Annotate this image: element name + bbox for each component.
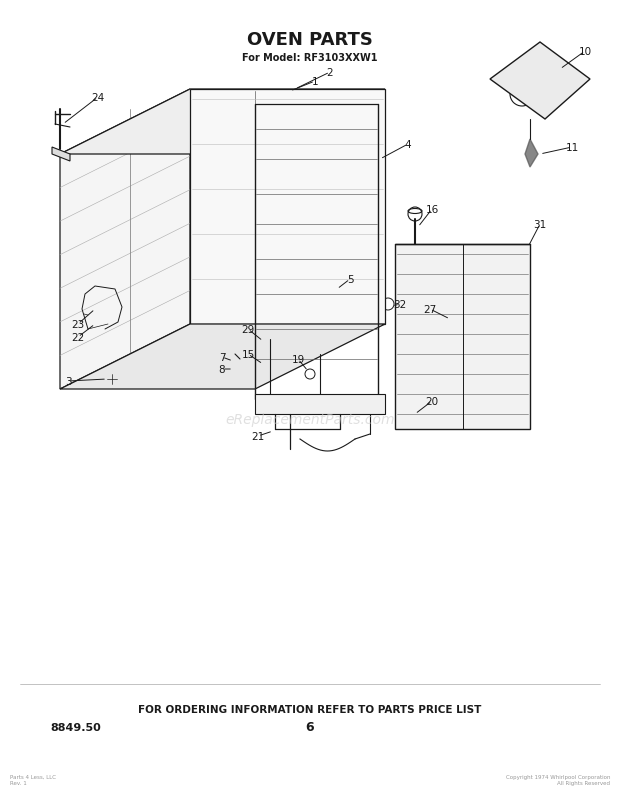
Polygon shape bbox=[525, 140, 538, 168]
Text: 1: 1 bbox=[312, 77, 318, 87]
Polygon shape bbox=[60, 90, 385, 155]
Text: 8: 8 bbox=[219, 365, 225, 374]
Text: 10: 10 bbox=[578, 47, 591, 57]
Text: 24: 24 bbox=[91, 93, 105, 103]
Text: 11: 11 bbox=[565, 143, 578, 153]
Text: Copyright 1974 Whirlpool Corporation
All Rights Reserved: Copyright 1974 Whirlpool Corporation All… bbox=[505, 774, 610, 785]
Text: eReplacementParts.com: eReplacementParts.com bbox=[225, 413, 395, 426]
Text: 2: 2 bbox=[327, 68, 334, 78]
Polygon shape bbox=[60, 90, 190, 389]
Text: 4: 4 bbox=[405, 140, 411, 150]
Text: For Model: RF3103XXW1: For Model: RF3103XXW1 bbox=[242, 53, 378, 63]
Bar bbox=[233, 357, 241, 365]
Text: 22: 22 bbox=[71, 332, 84, 343]
Text: 6: 6 bbox=[306, 720, 314, 734]
Polygon shape bbox=[395, 245, 530, 430]
Text: 31: 31 bbox=[533, 220, 547, 230]
Text: 8849.50: 8849.50 bbox=[50, 722, 100, 732]
Text: 23: 23 bbox=[71, 320, 84, 329]
Text: 27: 27 bbox=[423, 304, 436, 315]
Text: 3: 3 bbox=[64, 377, 71, 386]
Text: 32: 32 bbox=[393, 300, 407, 310]
Text: 21: 21 bbox=[251, 431, 265, 442]
Text: 15: 15 bbox=[241, 349, 255, 360]
Text: 19: 19 bbox=[291, 355, 304, 365]
Polygon shape bbox=[190, 90, 385, 324]
Text: 20: 20 bbox=[425, 397, 438, 406]
Text: OVEN PARTS: OVEN PARTS bbox=[247, 31, 373, 49]
Text: 29: 29 bbox=[241, 324, 255, 335]
Text: Parts 4 Less, LLC
Rev. 1: Parts 4 Less, LLC Rev. 1 bbox=[10, 774, 56, 785]
Text: FOR ORDERING INFORMATION REFER TO PARTS PRICE LIST: FOR ORDERING INFORMATION REFER TO PARTS … bbox=[138, 704, 482, 714]
Polygon shape bbox=[60, 324, 385, 389]
Circle shape bbox=[517, 90, 527, 100]
Text: 16: 16 bbox=[425, 205, 438, 214]
Polygon shape bbox=[255, 394, 385, 414]
Polygon shape bbox=[52, 148, 70, 161]
Polygon shape bbox=[490, 43, 590, 120]
Text: 7: 7 bbox=[219, 353, 225, 362]
Text: 5: 5 bbox=[347, 275, 353, 284]
